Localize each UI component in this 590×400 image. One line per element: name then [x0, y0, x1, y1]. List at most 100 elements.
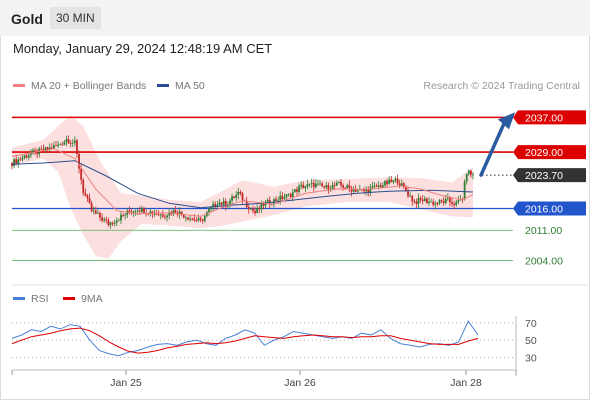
- candle-body: [335, 182, 338, 186]
- candle-body: [472, 174, 474, 176]
- candle-body: [402, 183, 405, 188]
- candle-body: [201, 219, 204, 222]
- candle-body: [113, 222, 116, 224]
- legend-rsi-label: RSI: [31, 293, 49, 305]
- candle-body: [120, 214, 122, 221]
- candle-body: [88, 198, 91, 204]
- candle-body: [155, 213, 158, 215]
- candle-body: [312, 182, 315, 188]
- candle-body: [298, 186, 300, 192]
- candle-body: [71, 142, 74, 144]
- candle-body: [467, 170, 470, 174]
- candle-body: [159, 214, 162, 216]
- candle-body: [470, 170, 472, 175]
- candle-body: [296, 189, 298, 192]
- candle-body: [34, 150, 36, 152]
- candle-body: [281, 195, 284, 200]
- candle-body: [275, 199, 277, 202]
- candle-body: [161, 214, 164, 218]
- candle-body: [321, 183, 324, 187]
- candle-body: [143, 207, 145, 214]
- candle-body: [15, 159, 18, 164]
- legend-ma50-label: MA 50: [175, 80, 205, 92]
- candle-body: [386, 181, 388, 185]
- candle-body: [185, 217, 187, 219]
- level-label-box-2023.70: [513, 168, 586, 183]
- timeframe-badge[interactable]: 30 MIN: [50, 7, 101, 29]
- candle-body: [57, 144, 59, 146]
- candle-body: [180, 211, 183, 215]
- candle-body: [388, 179, 391, 185]
- research-credit: Research © 2024 Trading Central: [423, 80, 580, 92]
- legend-9ma-label: 9MA: [81, 293, 103, 305]
- candle-body: [67, 139, 70, 144]
- x-tick-label: Jan 25: [110, 377, 142, 389]
- candle-body: [430, 201, 432, 203]
- candle-body: [396, 178, 399, 184]
- candle-body: [111, 222, 114, 224]
- candle-body: [208, 208, 210, 212]
- candle-body: [325, 185, 328, 188]
- candle-body: [11, 162, 13, 166]
- candle-body: [291, 192, 294, 197]
- candle-body: [73, 140, 76, 143]
- rsi-tick-50: 50: [525, 335, 537, 347]
- candle-body: [63, 141, 66, 145]
- bollinger-band: [12, 115, 473, 259]
- candle-body: [289, 193, 292, 197]
- candle-body: [442, 201, 445, 203]
- level-label-text-2023.70: 2023.70: [525, 170, 563, 182]
- candle-body: [444, 198, 447, 203]
- candle-body: [279, 195, 282, 201]
- candle-body: [218, 202, 221, 205]
- candle-body: [451, 202, 453, 204]
- candle-body: [327, 185, 330, 191]
- candle-body: [453, 203, 456, 206]
- candle-body: [409, 195, 412, 197]
- candle-body: [78, 153, 80, 169]
- candle-body: [419, 198, 422, 200]
- candle-body: [310, 182, 313, 184]
- candle-body: [61, 144, 64, 146]
- candle-body: [50, 147, 53, 149]
- level-label-text-2037.00: 2037.00: [525, 112, 563, 124]
- candle-body: [371, 186, 374, 188]
- level-label-2023.70: 2023.70: [513, 168, 586, 183]
- candle-body: [193, 218, 196, 221]
- candle-body: [138, 210, 141, 212]
- candle-body: [350, 187, 353, 192]
- candle-body: [379, 185, 382, 188]
- candle-body: [235, 194, 238, 198]
- candle-body: [285, 194, 288, 198]
- candle-body: [432, 201, 435, 205]
- candle-body: [40, 148, 43, 150]
- candle-body: [182, 214, 185, 218]
- candle-body: [99, 212, 101, 218]
- candle-body: [29, 153, 32, 156]
- candle-body: [434, 203, 437, 205]
- candle-body: [231, 196, 233, 201]
- chart-datetime: Monday, January 29, 2024 12:48:19 AM CET: [13, 41, 273, 56]
- legend-9ma-swatch: [63, 296, 75, 300]
- candle-body: [191, 218, 194, 220]
- candle-body: [256, 208, 259, 214]
- candle-body: [224, 201, 227, 207]
- candle-body: [384, 181, 386, 186]
- projection-arrow-head: [498, 112, 515, 130]
- candle-body: [270, 204, 273, 206]
- rsi-tick-70: 70: [525, 318, 537, 330]
- candle-body: [465, 173, 468, 182]
- level-label-box-2029.00: [513, 145, 586, 160]
- candle-body: [84, 192, 87, 196]
- candle-body: [27, 155, 30, 158]
- candle-body: [17, 159, 20, 164]
- candle-body: [199, 218, 202, 220]
- candle-body: [53, 145, 55, 149]
- candle-body: [80, 168, 83, 180]
- legend-9ma: 9MA: [63, 293, 103, 305]
- candle-body: [124, 214, 127, 216]
- level-label-text-2004.00: 2004.00: [525, 256, 563, 268]
- candle-body: [21, 157, 24, 160]
- candle-body: [300, 184, 303, 187]
- candle-body: [446, 197, 449, 199]
